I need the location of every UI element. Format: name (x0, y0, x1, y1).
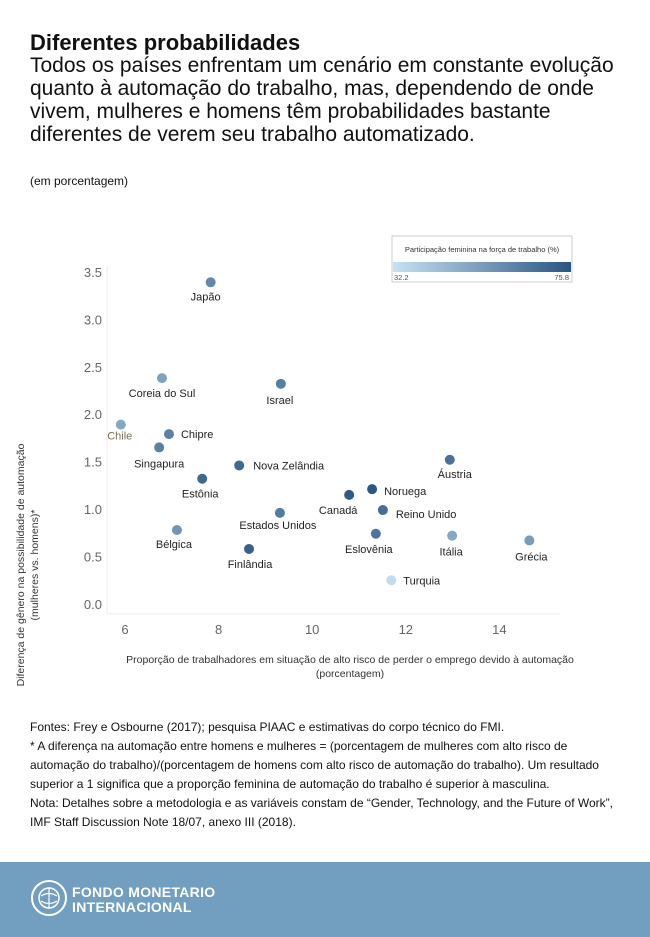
y-tick-label: 1.5 (84, 455, 102, 470)
point-label: Chipre (181, 429, 213, 441)
x-tick-label: 6 (121, 622, 128, 637)
x-tick-label: 12 (399, 622, 413, 637)
data-point[interactable] (377, 505, 388, 516)
data-point[interactable] (275, 378, 286, 389)
x-tick-label: 14 (492, 622, 506, 637)
y-tick-label: 3.5 (84, 265, 102, 280)
point-label: Grécia (515, 551, 548, 563)
page-title: Diferentes probabilidades (30, 30, 301, 55)
point-label: Japão (191, 291, 221, 303)
y-axis-label: Diferença de gênero na possibilidade de … (15, 443, 41, 686)
point-label: Chile (107, 431, 132, 443)
point-label: Coreia do Sul (129, 388, 196, 400)
legend-box (391, 235, 573, 283)
data-point[interactable] (444, 454, 455, 465)
data-point[interactable] (386, 575, 397, 586)
methodology-note: Nota: Detalhes sobre a metodologia e as … (30, 796, 613, 829)
y-tick-label: 0.5 (84, 550, 102, 565)
point-label: Singapura (134, 458, 185, 470)
org-name-line2: INTERNACIONAL (72, 899, 192, 915)
point-label: Bélgica (156, 539, 193, 551)
data-point[interactable] (234, 460, 245, 471)
data-point[interactable] (163, 429, 174, 440)
data-point[interactable] (171, 524, 182, 535)
data-point[interactable] (197, 473, 208, 484)
footnote: * A diferença na automação entre homens … (30, 739, 599, 791)
org-name-line1: FONDO MONETARIO (72, 884, 216, 900)
y-tick-label: 2.5 (84, 360, 102, 375)
x-tick-label: 10 (305, 622, 319, 637)
unit-label: (em porcentagem) (30, 174, 129, 188)
point-label: Áustria (438, 468, 473, 481)
legend-max: 75.8 (554, 273, 569, 282)
x-axis-label: Proporção de trabalhadores em situação d… (126, 654, 574, 680)
imf-seal-icon (31, 880, 67, 916)
sources-note: Fontes: Frey e Osbourne (2017); pesquisa… (30, 720, 505, 734)
point-label: Finlândia (228, 559, 274, 571)
data-point[interactable] (115, 419, 126, 430)
data-point[interactable] (367, 484, 378, 495)
y-tick-label: 1.0 (84, 502, 102, 517)
data-point[interactable] (370, 528, 381, 539)
data-point[interactable] (244, 543, 255, 554)
point-label: Canadá (319, 505, 358, 517)
page-subtitle: Todos os países enfrentam um cenário em … (30, 54, 614, 146)
point-label: Estônia (182, 489, 220, 501)
org-name: FONDO MONETARIO INTERNACIONAL (72, 885, 215, 915)
data-point[interactable] (154, 442, 165, 453)
data-point[interactable] (524, 535, 535, 546)
data-point[interactable] (205, 277, 216, 288)
point-label: Estados Unidos (239, 520, 317, 532)
notes: Fontes: Frey e Osbourne (2017); pesquisa… (30, 718, 625, 832)
y-tick-label: 2.0 (84, 407, 102, 422)
footer: FONDO MONETARIO INTERNACIONAL (0, 862, 650, 937)
point-label: Israel (266, 395, 293, 407)
legend: Participação feminina na força de trabal… (391, 235, 573, 283)
y-tick-label: 0.0 (84, 597, 102, 612)
legend-min: 32.2 (394, 273, 409, 282)
y-tick-label: 3.0 (84, 312, 102, 327)
data-point[interactable] (274, 507, 285, 518)
point-label: Noruega (384, 486, 427, 498)
data-point[interactable] (447, 530, 458, 541)
data-point[interactable] (156, 373, 167, 384)
data-point[interactable] (344, 489, 355, 500)
point-label: Reino Unido (396, 509, 457, 521)
legend-color-bar (393, 262, 571, 272)
legend-title: Participação feminina na força de trabal… (405, 245, 560, 254)
point-label: Turquia (403, 575, 441, 587)
point-label: Itália (440, 547, 464, 559)
point-label: Eslovênia (345, 544, 394, 556)
scatter-chart: Participação feminina na força de trabal… (15, 235, 574, 686)
point-label: Nova Zelândia (253, 460, 325, 472)
x-tick-label: 8 (215, 622, 222, 637)
